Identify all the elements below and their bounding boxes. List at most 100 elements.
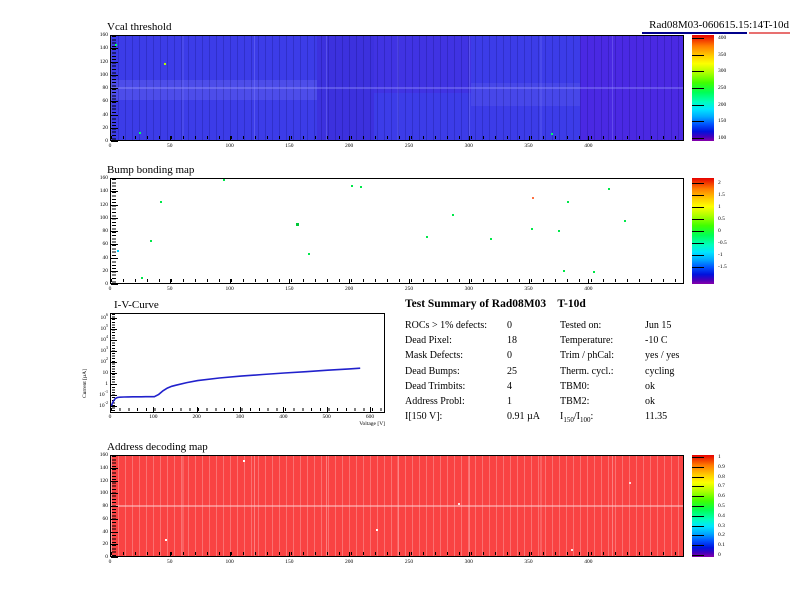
y-tick-label: 0 xyxy=(105,281,108,287)
y-tick-label: 60 xyxy=(102,241,109,248)
summary-row-label: TBM2: xyxy=(560,395,590,407)
y-tick xyxy=(111,231,118,232)
y-tick xyxy=(111,244,118,246)
defect-pixel xyxy=(563,270,566,273)
defect-pixel xyxy=(530,227,533,230)
colorbar-tick xyxy=(692,545,704,547)
defect-pixel xyxy=(150,240,153,243)
iv-y-tick-label: 10-2 xyxy=(99,399,108,409)
summary-row-label: Temperature: xyxy=(560,335,614,347)
defect-pixel xyxy=(160,200,163,203)
bump-bonding-map xyxy=(110,178,684,284)
summary-row: Dead Trimbits: 4 xyxy=(405,381,557,396)
x-tick xyxy=(169,136,171,141)
y-tick-label: 80 xyxy=(102,228,109,234)
defect-pixel xyxy=(571,549,574,552)
iv-y-tick-label: 10-1 xyxy=(99,388,108,398)
colorbar-tick xyxy=(692,137,704,139)
x-tick xyxy=(468,552,470,557)
summary-row-label: Dead Trimbits: xyxy=(405,380,466,392)
colorbar-tick xyxy=(692,88,704,89)
colorbar-tick-label: 100 xyxy=(718,134,727,141)
defect-pixel xyxy=(592,271,595,274)
iv-y-tick xyxy=(111,394,117,396)
colorbar-tick-label: 0.3 xyxy=(718,522,725,529)
colorbar-tick-label: 350 xyxy=(718,51,727,58)
y-tick-label: 0 xyxy=(105,138,108,144)
y-tick-label: 120 xyxy=(99,58,108,65)
y-tick-label: 140 xyxy=(99,45,108,52)
test-summary-right-column: Tested on: Jun 15 Temperature: -10 C Trim / … xyxy=(560,320,732,426)
x-tick xyxy=(528,136,530,141)
x-tick xyxy=(229,279,231,284)
vcal-heatmap-region xyxy=(471,82,581,106)
y-tick xyxy=(111,178,118,179)
defect-pixel xyxy=(566,200,569,203)
colorbar-tick-label: 200 xyxy=(718,101,727,108)
defect-pixel xyxy=(140,276,143,279)
iv-x-tick-label: 100 xyxy=(149,414,158,420)
x-tick-label: 0 xyxy=(108,143,112,149)
iv-curve-title: I-V-Curve xyxy=(114,299,159,311)
colorbar-tick xyxy=(692,535,704,537)
defect-pixel xyxy=(308,252,311,255)
x-tick-label: 0 xyxy=(108,286,112,292)
header-underline-red xyxy=(749,32,790,34)
defect-pixel xyxy=(608,187,611,190)
iv-x-tick xyxy=(196,407,198,412)
x-tick-label: 300 xyxy=(464,559,473,565)
x-tick-label: 100 xyxy=(225,559,234,565)
defect-pixel xyxy=(138,131,141,134)
summary-row-value: yes / yes xyxy=(645,350,680,362)
x-tick xyxy=(588,552,590,557)
defect-pixel xyxy=(223,179,226,182)
y-tick xyxy=(111,48,118,50)
y-tick-label: 100 xyxy=(99,490,108,497)
y-tick xyxy=(111,284,118,285)
x-tick-label: 400 xyxy=(584,559,593,565)
colorbar-tick xyxy=(692,194,704,196)
x-tick xyxy=(349,279,351,284)
summary-row-value: ok xyxy=(645,380,655,392)
colorbar-tick-label: 0.2 xyxy=(718,532,725,539)
iv-x-tick xyxy=(370,407,371,412)
vcal-column-stripes xyxy=(111,36,683,140)
vcal-threshold-title: Vcal threshold xyxy=(107,21,172,33)
iv-y-tick xyxy=(111,383,117,385)
x-tick xyxy=(169,279,171,284)
vcal-roc-grid xyxy=(111,36,683,140)
iv-x-tick xyxy=(110,407,111,412)
defect-pixel xyxy=(242,460,245,463)
summary-row-label: TBM0: xyxy=(560,380,590,392)
address-decoding-map xyxy=(110,455,684,557)
vcal-threshold-map xyxy=(110,35,684,141)
y-tick-label: 120 xyxy=(99,201,108,208)
iv-x-tick-label: 400 xyxy=(279,414,288,420)
x-tick-label: 50 xyxy=(167,286,173,292)
colorbar-tick-label: 1 xyxy=(718,453,721,460)
colorbar-tick xyxy=(692,182,704,184)
x-tick xyxy=(289,552,291,557)
x-tick-label: 200 xyxy=(345,286,354,292)
x-tick-label: 150 xyxy=(285,143,294,149)
iv-xlabel: Voltage [V] xyxy=(359,421,385,427)
summary-row-label: Address Probl: xyxy=(405,395,465,407)
summary-row-label: I[150 V]: xyxy=(405,411,443,423)
summary-row: Therm. cycl.: cycling xyxy=(560,366,732,381)
y-tick-label: 0 xyxy=(105,554,108,560)
header-module-label: Rad08M03-060615.15:14T-10d xyxy=(649,19,789,31)
iv-x-tick-label: 200 xyxy=(192,414,201,420)
colorbar-tick xyxy=(692,456,704,458)
y-tick xyxy=(111,74,118,76)
defect-pixel xyxy=(628,481,631,484)
iv-curve-line xyxy=(111,367,361,407)
colorbar-tick-label: 400 xyxy=(718,35,727,42)
y-tick xyxy=(111,217,118,219)
x-tick-label: 350 xyxy=(524,559,533,565)
summary-row: Address Probl: 1 xyxy=(405,396,557,411)
colorbar-tick-label: 2 xyxy=(718,179,721,186)
y-tick-label: 100 xyxy=(99,71,108,78)
x-tick xyxy=(349,136,351,141)
summary-row-label: Trim / phCal: xyxy=(560,350,615,362)
summary-row-label: Dead Pixel: xyxy=(405,335,452,347)
